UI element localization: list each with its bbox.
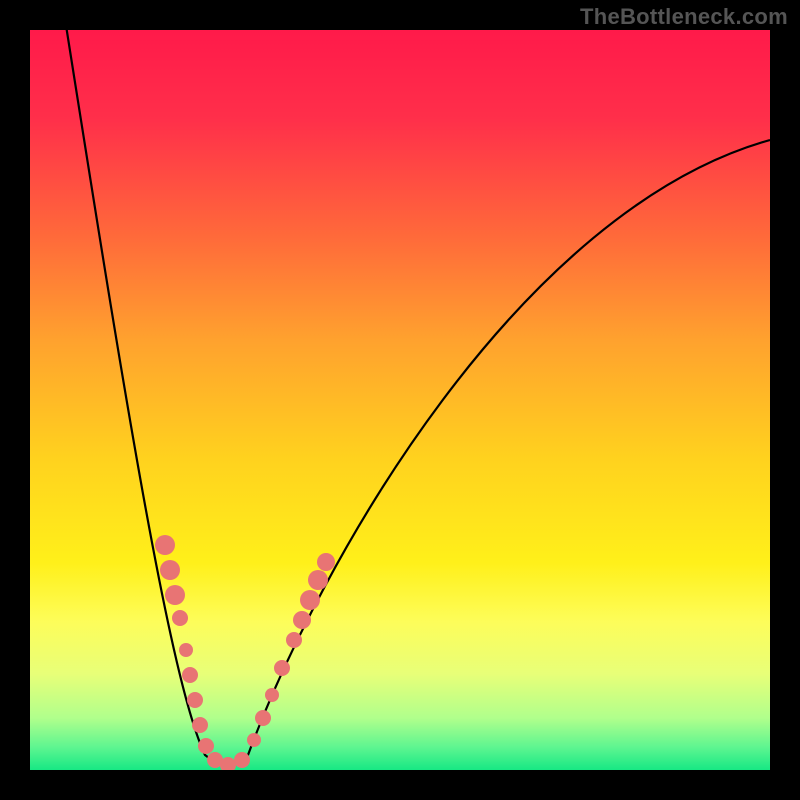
curve-marker [274,660,290,676]
curve-marker [192,717,208,733]
curve-marker [187,692,203,708]
curve-marker [165,585,185,605]
curve-marker [265,688,279,702]
curve-marker [179,643,193,657]
curve-marker [234,752,250,768]
bottleneck-chart [0,0,800,800]
curve-marker [293,611,311,629]
chart-frame: TheBottleneck.com [0,0,800,800]
curve-marker [247,733,261,747]
curve-marker [308,570,328,590]
curve-marker [255,710,271,726]
curve-marker [286,632,302,648]
curve-marker [172,610,188,626]
curve-marker [317,553,335,571]
curve-marker [155,535,175,555]
curve-marker [300,590,320,610]
curve-marker [198,738,214,754]
curve-marker [160,560,180,580]
curve-marker [182,667,198,683]
watermark-text: TheBottleneck.com [580,4,788,30]
chart-background-gradient [30,30,770,770]
